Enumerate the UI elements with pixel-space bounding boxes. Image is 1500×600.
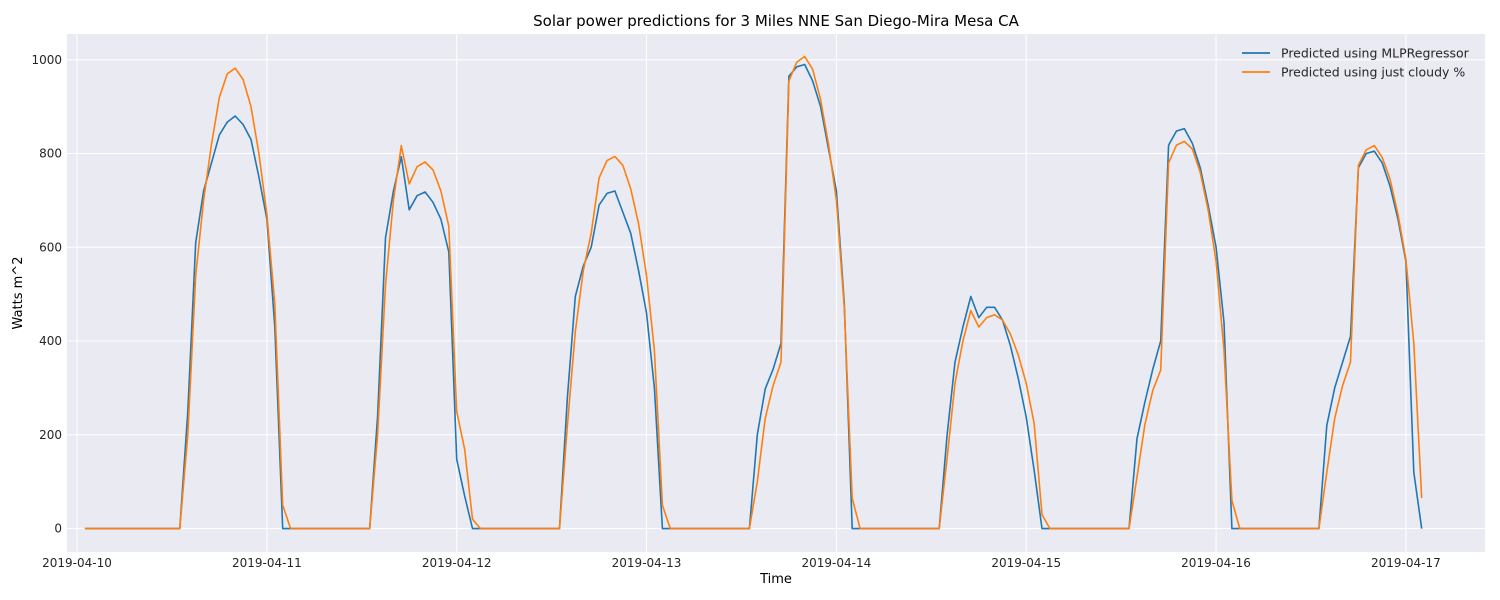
x-tick-label: 2019-04-15 <box>991 556 1061 570</box>
x-tick-label: 2019-04-10 <box>42 556 112 570</box>
y-tick-label: 600 <box>39 240 62 254</box>
x-tick-label: 2019-04-14 <box>802 556 872 570</box>
x-axis-label: Time <box>759 572 792 587</box>
legend-label-1: Predicted using MLPRegressor <box>1281 46 1470 61</box>
y-tick-label: 200 <box>39 428 62 442</box>
x-tick-label: 2019-04-17 <box>1371 556 1441 570</box>
legend-label-2: Predicted using just cloudy % <box>1281 65 1465 80</box>
x-tick-label: 2019-04-13 <box>612 556 682 570</box>
y-tick-label: 0 <box>54 522 62 536</box>
x-tick-label: 2019-04-16 <box>1181 556 1251 570</box>
x-tick-label: 2019-04-11 <box>232 556 302 570</box>
tick-labels: 0 200 400 600 800 1000 2019-04-10 2019-04-11 201… <box>31 53 1440 570</box>
y-tick-label: 400 <box>39 334 62 348</box>
chart-title: Solar power predictions for 3 Miles NNE … <box>533 12 1019 30</box>
series-line-2 <box>84 55 1423 530</box>
series-lines <box>84 55 1423 530</box>
grid-lines <box>67 34 1485 552</box>
y-axis-label: Watts m^2 <box>11 257 26 330</box>
y-tick-label: 800 <box>39 147 62 161</box>
series-line-1 <box>84 63 1423 530</box>
y-tick-label: 1000 <box>31 53 62 67</box>
x-tick-label: 2019-04-12 <box>422 556 492 570</box>
plot-area <box>67 34 1485 552</box>
legend: Predicted using MLPRegressor Predicted us… <box>1242 46 1470 80</box>
